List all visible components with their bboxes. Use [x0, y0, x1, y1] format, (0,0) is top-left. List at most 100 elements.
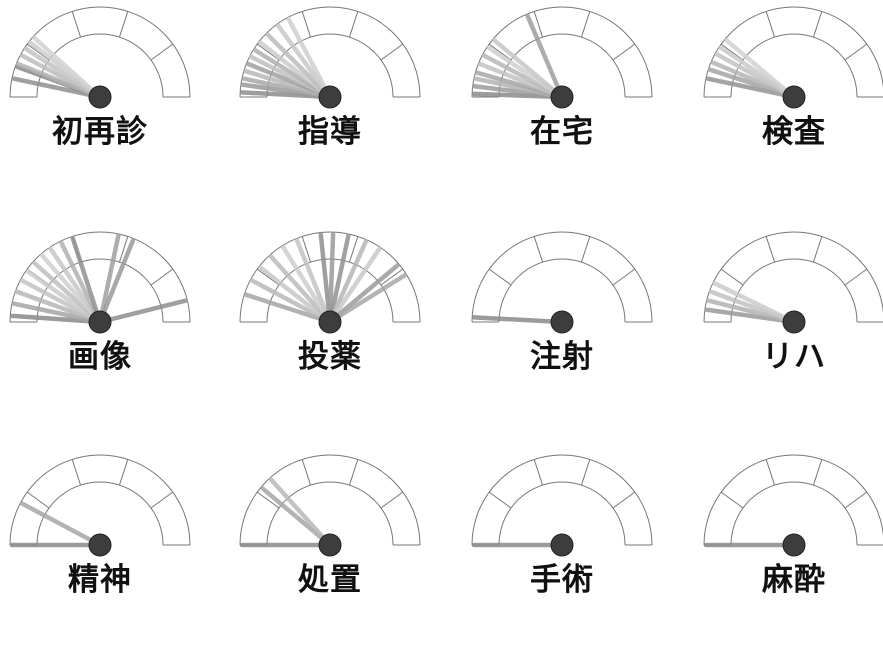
gauge-segment-divider — [812, 459, 823, 486]
gauge-segment-divider — [580, 459, 591, 486]
gauge-needle — [244, 292, 333, 325]
gauge-svg — [471, 454, 653, 557]
gauge-segment-divider — [348, 11, 359, 38]
gauge-segment-divider — [488, 43, 512, 61]
gauge-segment-divider — [150, 491, 174, 509]
gauge-segment-divider — [71, 11, 82, 38]
gauge-hub — [318, 533, 342, 557]
gauge-outer-arc — [471, 454, 653, 546]
gauge-segment-divider — [765, 236, 776, 263]
gauge-segment-divider — [26, 43, 50, 61]
gauge-title: 精神 — [68, 562, 132, 598]
gauge-needle — [724, 38, 797, 100]
gauge-segment-divider — [150, 43, 174, 61]
gauge-segment-divider — [720, 43, 744, 61]
gauge-svg — [9, 231, 191, 334]
gauge-segment-divider — [844, 268, 868, 286]
gauge-segment-divider — [301, 459, 312, 486]
gauge-svg — [239, 454, 421, 557]
gauge-chart: 初再診 — [0, 0, 220, 197]
gauge-inner-arc — [266, 481, 394, 546]
gauge-outer-arc — [471, 6, 653, 98]
gauge-segment-divider — [71, 459, 82, 486]
gauge-outer-arc — [471, 231, 653, 323]
gauge-needle — [327, 239, 369, 325]
gauge-segment-divider — [26, 491, 50, 509]
gauge-title: 指導 — [298, 114, 362, 150]
gauge-title: 初再診 — [52, 114, 148, 150]
gauge-segment-divider — [348, 459, 359, 486]
gauge-needle — [268, 477, 333, 548]
gauge-svg — [471, 231, 653, 334]
gauge-hub — [550, 85, 574, 109]
gauge-segment-divider — [533, 236, 544, 263]
gauge-needle — [97, 298, 188, 325]
gauge-needle — [70, 236, 103, 325]
gauge-inner-arc — [730, 481, 858, 546]
gauge-title: 在宅 — [530, 114, 594, 150]
gauge-needle — [281, 245, 333, 325]
gauge-segment-divider — [533, 11, 544, 38]
gauge-chart: 在宅 — [462, 0, 682, 197]
gauge-hub — [318, 85, 342, 109]
gauge-chart: リハ — [694, 225, 883, 422]
gauge-chart-grid: 初再診 指導 在宅 検査 画像 投薬 注射 リハ 精神 処置 手術 麻酔 — [0, 0, 883, 598]
gauge-chart: 指導 — [230, 0, 450, 197]
gauge-needle — [327, 273, 407, 325]
gauge-segment-divider — [150, 268, 174, 286]
gauge-needle — [327, 233, 351, 325]
gauge-hub — [88, 533, 112, 557]
gauge-chart: 画像 — [0, 225, 220, 422]
gauge-outer-arc — [239, 454, 421, 546]
gauge-chart: 投薬 — [230, 225, 450, 422]
gauge-svg — [703, 454, 883, 557]
gauge-title: 麻酔 — [762, 562, 826, 598]
gauge-hub — [318, 310, 342, 334]
gauge-needle — [327, 231, 336, 325]
gauge-hub — [88, 310, 112, 334]
gauge-title: 画像 — [68, 339, 132, 375]
gauge-segment-divider — [720, 491, 744, 509]
gauge-segment-divider — [720, 268, 744, 286]
gauge-svg — [9, 6, 191, 109]
gauge-title: 検査 — [762, 114, 826, 150]
gauge-segment-divider — [256, 268, 280, 286]
gauge-outer-arc — [239, 231, 421, 323]
gauge-chart: 麻酔 — [694, 448, 883, 645]
gauge-segment-divider — [488, 491, 512, 509]
gauge-svg — [703, 6, 883, 109]
gauge-svg — [471, 6, 653, 109]
gauge-needle — [265, 32, 333, 100]
gauge-segment-divider — [301, 236, 312, 263]
gauge-needle — [258, 265, 333, 325]
gauge-segment-divider — [612, 491, 636, 509]
gauge-chart: 手術 — [462, 448, 682, 645]
gauge-outer-arc — [9, 6, 191, 98]
gauge-segment-divider — [301, 11, 312, 38]
gauge-segment-divider — [812, 236, 823, 263]
gauge-inner-arc — [730, 33, 858, 98]
gauge-segment-divider — [580, 236, 591, 263]
gauge-title: 注射 — [530, 339, 594, 375]
gauge-segment-divider — [580, 11, 591, 38]
gauge-title: 投薬 — [298, 339, 362, 375]
gauge-inner-arc — [498, 258, 626, 323]
gauge-needle — [712, 281, 797, 325]
gauge-needle — [250, 278, 333, 325]
gauge-segment-divider — [380, 491, 404, 509]
gauge-segment-divider — [256, 491, 280, 509]
gauge-needle — [471, 315, 565, 325]
gauge-segment-divider — [612, 43, 636, 61]
gauge-needle — [286, 17, 333, 100]
gauge-segment-divider — [380, 268, 404, 286]
gauge-segment-divider — [533, 459, 544, 486]
gauge-title: 手術 — [530, 562, 594, 598]
gauge-segment-divider — [844, 43, 868, 61]
gauge-segment-divider — [118, 11, 129, 38]
gauge-chart: 検査 — [694, 0, 883, 197]
gauge-segment-divider — [765, 11, 776, 38]
gauge-chart: 精神 — [0, 448, 220, 645]
gauge-needle — [268, 254, 333, 325]
gauge-needle — [32, 35, 103, 100]
gauge-segment-divider — [612, 268, 636, 286]
